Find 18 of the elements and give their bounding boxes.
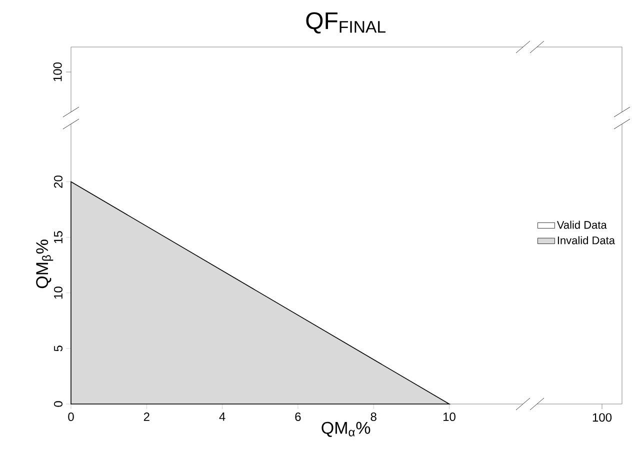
x-tick-label: 0 [68, 412, 74, 422]
y-axis-title: QM$_{β}$% [36, 240, 54, 288]
y-tick-label: 5 [54, 346, 62, 352]
y-tick-label: 10 [54, 286, 62, 299]
x-axis-title: QM$_{α}$% [322, 422, 370, 437]
text: 100 [592, 413, 612, 422]
x-tick-label: 2 [144, 412, 150, 421]
x-tick-label: 8 [370, 412, 376, 422]
legend-label: Valid Data [556, 220, 607, 229]
x-tick-label: 10 [443, 412, 456, 422]
x-tick-label: 6 [295, 412, 301, 422]
text: 100 [53, 62, 62, 82]
chart-title: QF$_{FINAL}$ [306, 12, 386, 34]
y-tick-label: 0 [54, 401, 62, 407]
legend-label: Invalid Data [558, 236, 615, 244]
y-tick-label: 15 [54, 231, 62, 244]
y-tick-label: 20 [54, 176, 62, 188]
x-tick-label: 4 [219, 412, 226, 421]
